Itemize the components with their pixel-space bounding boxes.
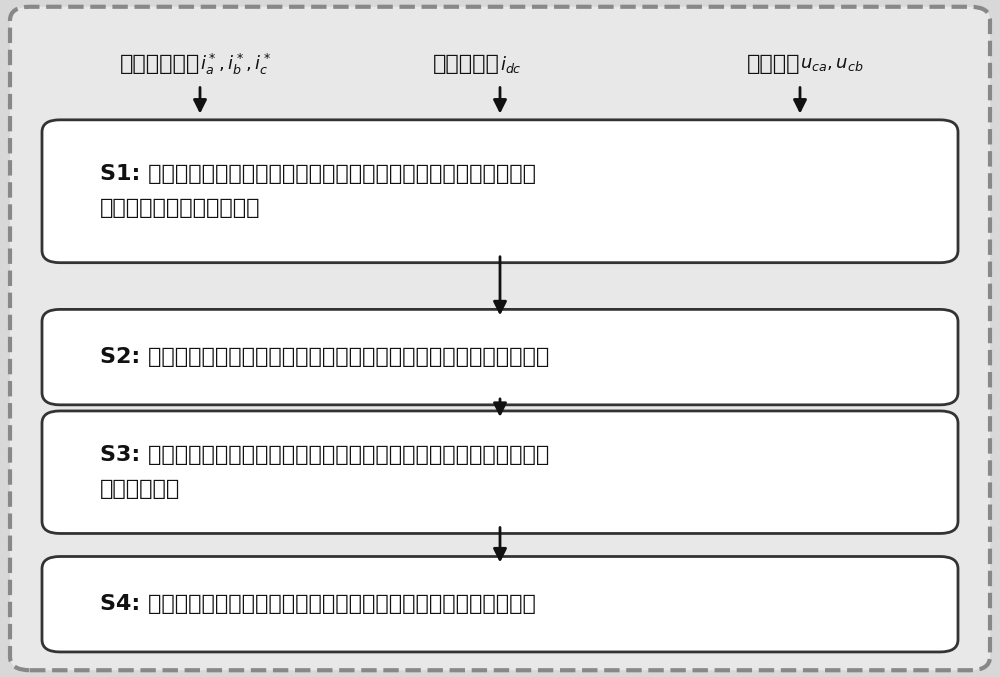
- Text: $u_{ca},u_{cb}$: $u_{ca},u_{cb}$: [800, 56, 864, 73]
- Text: $i_{dc}$: $i_{dc}$: [500, 53, 522, 75]
- Text: S3: 分析可行解区域特征，选择其中一点作为自由变量的解，确定最终的: S3: 分析可行解区域特征，选择其中一点作为自由变量的解，确定最终的: [100, 445, 549, 465]
- Text: S4: 根据具体性能需求，合理安排开关动作次序，获得开关驱动脉冲。: S4: 根据具体性能需求，合理安排开关动作次序，获得开关驱动脉冲。: [100, 594, 536, 614]
- FancyBboxPatch shape: [42, 309, 958, 405]
- Text: 占空比矩阵的通解表达式：: 占空比矩阵的通解表达式：: [100, 198, 260, 218]
- FancyBboxPatch shape: [42, 411, 958, 533]
- Text: $i_a^*,i_b^*,i_c^*$: $i_a^*,i_b^*,i_c^*$: [200, 51, 271, 77]
- Text: 直流侧电流: 直流侧电流: [433, 54, 500, 74]
- FancyBboxPatch shape: [10, 7, 990, 670]
- Text: 占空比矩阵：: 占空比矩阵：: [100, 479, 180, 499]
- Text: S1: 建立三相电流型变换器的数学模型，构造非齐次线性方程组，获得: S1: 建立三相电流型变换器的数学模型，构造非齐次线性方程组，获得: [100, 165, 536, 184]
- Text: 输入电压: 输入电压: [746, 54, 800, 74]
- Text: S2: 根据占空比的物理约束，利用几何方法获得自由变量的可行解区域：: S2: 根据占空比的物理约束，利用几何方法获得自由变量的可行解区域：: [100, 347, 549, 367]
- FancyBboxPatch shape: [42, 556, 958, 652]
- Text: 期望输入电流: 期望输入电流: [120, 54, 200, 74]
- FancyBboxPatch shape: [42, 120, 958, 263]
